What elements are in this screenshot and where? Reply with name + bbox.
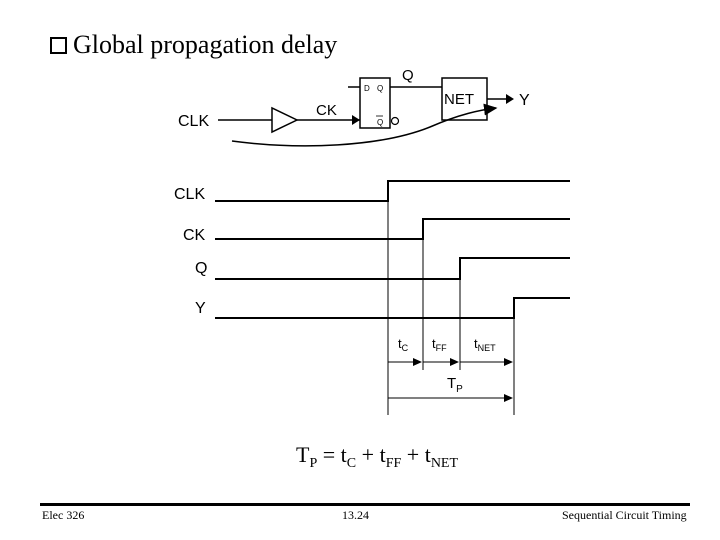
y-output-label: Y bbox=[519, 92, 530, 109]
clock-buffer-icon bbox=[271, 106, 299, 134]
footer-topic: Sequential Circuit Timing bbox=[562, 508, 687, 522]
slide-title-text: Global propagation delay bbox=[73, 30, 338, 59]
propagation-path-arrow-icon bbox=[231, 103, 498, 147]
waveform-y bbox=[215, 297, 570, 319]
waveform-clk bbox=[215, 180, 570, 202]
y-arrow-icon bbox=[506, 94, 514, 104]
signal-label-clk: CLK bbox=[174, 186, 205, 203]
net-block-icon bbox=[441, 77, 488, 121]
q-label: Q bbox=[402, 67, 414, 84]
circuit-schematic: CLK CK D Q Q Q NET Y bbox=[178, 67, 530, 147]
slide-title: Global propagation delay bbox=[50, 30, 337, 60]
interval-label-tff: tFF bbox=[432, 336, 447, 353]
ck-label: CK bbox=[316, 102, 337, 119]
waveform-q bbox=[215, 257, 570, 280]
qbar-inversion-bubble-icon bbox=[390, 116, 400, 126]
formula: TP = tC + tFF + tNET bbox=[296, 442, 459, 471]
footer-divider bbox=[40, 503, 690, 506]
ff-d-pin: D bbox=[364, 84, 370, 93]
interval-label-tnet: tNET bbox=[474, 336, 496, 353]
hollow-square-bullet-icon bbox=[50, 37, 67, 54]
signal-label-ck: CK bbox=[183, 227, 206, 244]
interval-label-tc: tC bbox=[398, 336, 409, 353]
total-label-tp: TP bbox=[447, 375, 463, 395]
waveform-ck bbox=[215, 218, 570, 240]
ck-arrow-icon bbox=[352, 115, 360, 125]
ff-qbar-pin: Q bbox=[377, 118, 383, 127]
clk-input-label: CLK bbox=[178, 113, 209, 130]
signal-label-q: Q bbox=[195, 260, 207, 277]
footer-page-number: 13.24 bbox=[342, 508, 369, 522]
net-label: NET bbox=[444, 91, 474, 108]
ff-q-pin: Q bbox=[377, 84, 383, 93]
flip-flop-icon bbox=[359, 77, 391, 129]
signal-label-y: Y bbox=[195, 300, 206, 317]
footer-course: Elec 326 bbox=[42, 508, 85, 522]
